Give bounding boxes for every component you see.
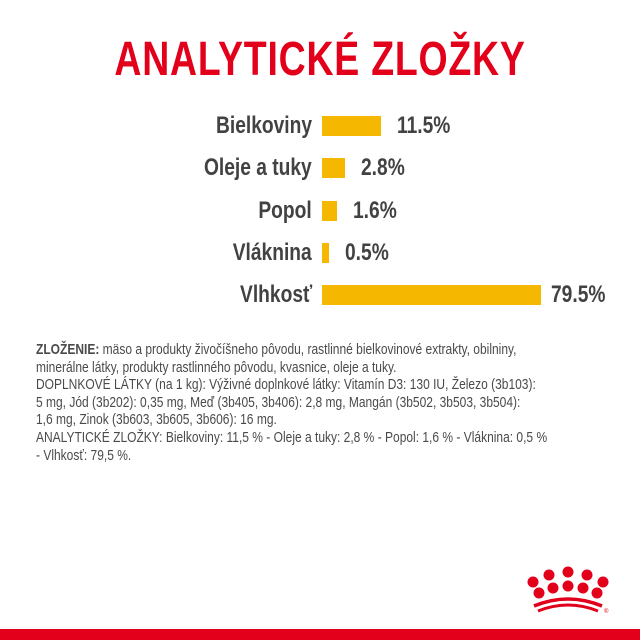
value-label: 0.5% bbox=[344, 239, 389, 266]
bar bbox=[322, 201, 338, 221]
bar-row: Bielkoviny 11.5% bbox=[0, 113, 640, 139]
page-title: ANALYTICKÉ ZLOŽKY bbox=[114, 33, 526, 86]
bar bbox=[322, 116, 381, 136]
category-label: Bielkoviny bbox=[215, 112, 312, 139]
bar-row: Popol 1.6% bbox=[0, 198, 640, 224]
category-label: Popol bbox=[258, 197, 312, 224]
bottom-brand-bar bbox=[0, 629, 640, 640]
composition-line: 5 mg, Jód (3b202): 0,35 mg, Meď (3b405, … bbox=[36, 393, 521, 411]
composition-text: ZLOŽENIE: mäso a produkty živočíšneho pô… bbox=[36, 341, 548, 464]
bar bbox=[322, 285, 541, 305]
bar bbox=[322, 158, 345, 178]
category-label: Vláknina bbox=[233, 239, 312, 266]
bar-row: Oleje a tuky 2.8% bbox=[0, 155, 640, 181]
composition-line: ZLOŽENIE: mäso a produkty živočíšneho pô… bbox=[36, 341, 517, 358]
composition-line: ANALYTICKÉ ZLOŽKY: Bielkoviny: 11,5 % - … bbox=[36, 428, 548, 446]
category-label: Vlhkosť bbox=[239, 281, 312, 308]
royal-canin-crown-logo: ® bbox=[527, 566, 609, 615]
composition-line: minerálne látky, produkty rastlinného pô… bbox=[36, 358, 397, 376]
bar bbox=[322, 243, 329, 263]
value-label: 79.5% bbox=[551, 281, 606, 308]
value-label: 11.5% bbox=[396, 112, 451, 139]
bar-row: Vlhkosť 79.5% bbox=[0, 282, 640, 308]
registered-mark: ® bbox=[604, 608, 609, 615]
category-label: Oleje a tuky bbox=[204, 154, 312, 181]
composition-line: 1,6 mg, Zinok (3b603, 3b605, 3b606): 16 … bbox=[36, 411, 277, 429]
composition-line: DOPLNKOVÉ LÁTKY (na 1 kg): Výživné dopln… bbox=[36, 376, 536, 394]
composition-line: - Vlhkosť: 79,5 %. bbox=[36, 446, 132, 464]
value-label: 2.8% bbox=[360, 154, 405, 181]
bar-row: Vláknina 0.5% bbox=[0, 240, 640, 266]
value-label: 1.6% bbox=[353, 197, 398, 224]
composition-heading: ZLOŽENIE: bbox=[36, 341, 100, 358]
